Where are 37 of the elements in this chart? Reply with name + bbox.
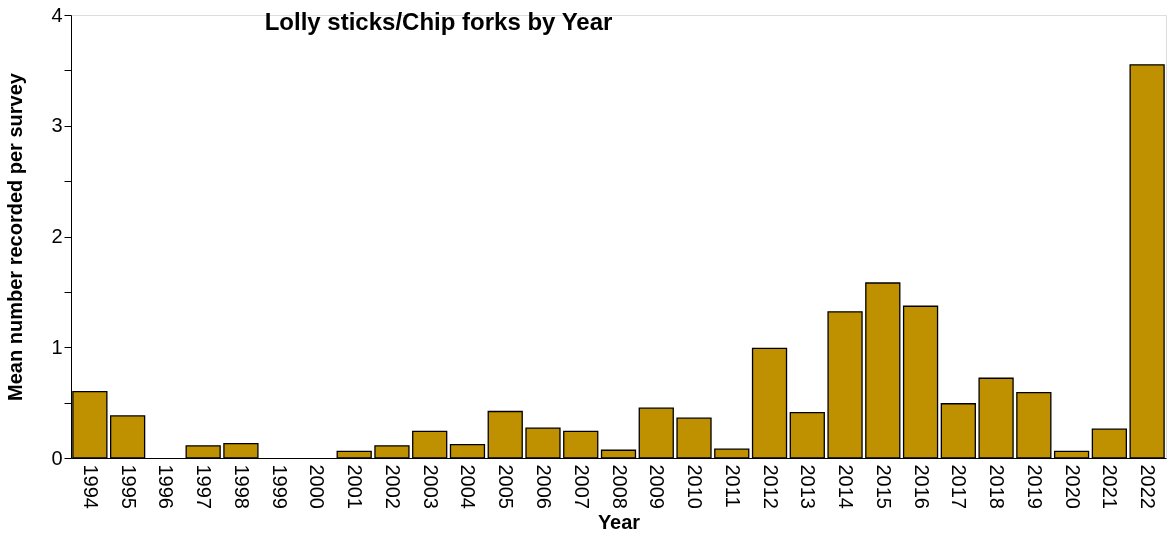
x-tick-label: 2021 xyxy=(1099,464,1122,509)
chart-title: Lolly sticks/Chip forks by Year xyxy=(264,8,613,35)
x-tick-label: 2006 xyxy=(532,464,555,509)
x-tick-label: 2014 xyxy=(835,464,858,509)
x-tick-label: 2018 xyxy=(986,464,1009,509)
x-tick-label: 2004 xyxy=(457,464,480,509)
x-tick-label: 2016 xyxy=(910,464,933,509)
x-tick-label: 2017 xyxy=(948,464,971,509)
x-tick-label: 2009 xyxy=(646,464,669,509)
y-tick-label: 2 xyxy=(51,225,63,247)
y-axis-title: Mean number recorded per survey xyxy=(4,72,27,401)
y-tick-label: 0 xyxy=(51,446,63,469)
x-tick-label: 2011 xyxy=(721,464,744,508)
x-tick-label: 2012 xyxy=(759,464,782,509)
x-tick-label: 2020 xyxy=(1061,464,1084,509)
x-tick-label: 2003 xyxy=(419,464,442,509)
x-tick-label: 1994 xyxy=(79,464,102,509)
x-tick-label: 2015 xyxy=(872,464,895,509)
x-tick-label: 2019 xyxy=(1023,464,1046,509)
x-tick-label: 1997 xyxy=(193,464,216,509)
x-tick-label: 2007 xyxy=(570,464,593,509)
y-tick-label: 1 xyxy=(51,335,63,358)
x-tick-label: 2013 xyxy=(797,464,820,509)
x-tick-label: 1998 xyxy=(230,464,253,509)
x-tick-label: 1996 xyxy=(155,464,178,509)
x-tick-label: 2001 xyxy=(344,464,367,509)
x-tick-label: 2010 xyxy=(684,464,707,509)
x-axis-title: Year xyxy=(597,510,641,533)
x-tick-label: 2022 xyxy=(1137,464,1160,509)
x-tick-label: 1999 xyxy=(268,464,291,509)
y-tick-label: 4 xyxy=(51,3,63,26)
x-tick-label: 2002 xyxy=(381,464,404,509)
x-tick-label: 2005 xyxy=(495,464,518,509)
x-tick-label: 2008 xyxy=(608,464,631,509)
x-tick-label: 1995 xyxy=(117,464,140,509)
y-tick-label: 3 xyxy=(51,114,63,137)
x-tick-label: 2000 xyxy=(306,464,329,509)
